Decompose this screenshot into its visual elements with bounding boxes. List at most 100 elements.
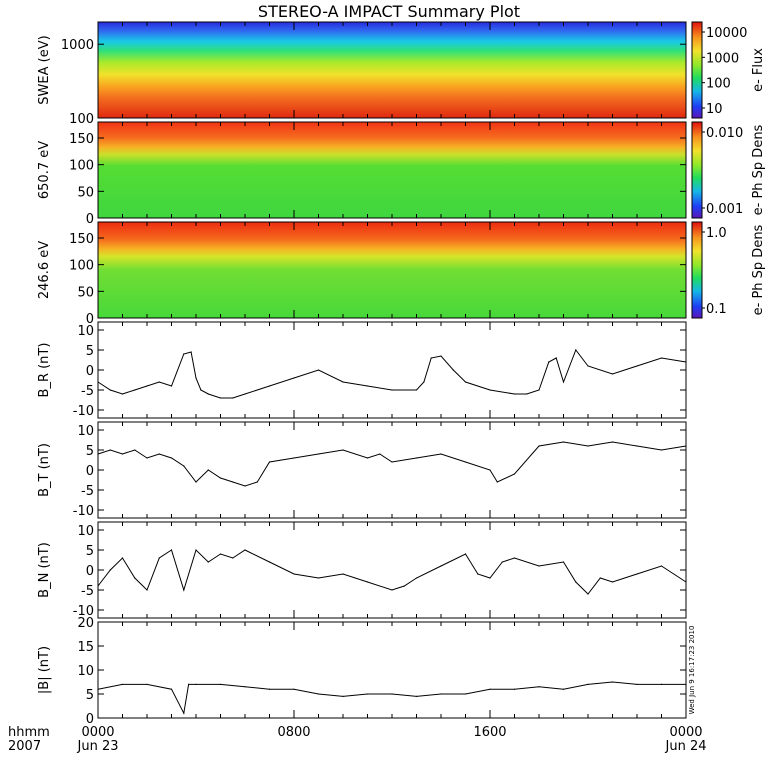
- heatmap-fill: [98, 222, 686, 318]
- data-point: [477, 573, 479, 575]
- data-point: [207, 561, 209, 563]
- data-point: [195, 377, 197, 379]
- colorbar-frame: [691, 221, 703, 319]
- y-tick-label: 100: [69, 112, 94, 127]
- data-point: [293, 688, 295, 690]
- y-tick-label: 10: [77, 524, 94, 539]
- data-point: [660, 449, 663, 451]
- series-line: [97, 681, 686, 715]
- data-point: [244, 549, 246, 551]
- y-tick-label: 100: [69, 259, 94, 274]
- y-tick-label: 0: [86, 564, 94, 579]
- data-point: [513, 557, 516, 559]
- data-point: [562, 688, 565, 690]
- y-tick-label: 150: [69, 232, 94, 247]
- data-point: [121, 557, 124, 559]
- x-axis-label-hhmm: hhmm: [8, 725, 50, 740]
- y-tick-label: 50: [77, 285, 94, 300]
- x-date-label: Jun 24: [665, 739, 707, 754]
- data-point: [219, 553, 222, 555]
- data-point: [489, 389, 491, 391]
- panel-frame: [97, 621, 687, 719]
- data-point: [611, 441, 614, 443]
- data-point: [501, 561, 503, 563]
- y-tick-label: 0: [86, 712, 94, 727]
- y-tick-label: -5: [81, 384, 94, 399]
- data-point: [440, 453, 442, 455]
- data-point: [636, 573, 638, 575]
- colorbar-1: 10000 1000 100 10 e- Flux: [691, 21, 766, 119]
- data-point: [562, 381, 565, 383]
- y-tick-label: 10: [77, 324, 94, 339]
- data-point: [232, 397, 234, 399]
- data-point: [464, 461, 467, 463]
- data-point: [256, 481, 258, 483]
- data-point: [244, 485, 246, 487]
- y-axis-label: B_N (nT): [37, 542, 52, 598]
- panel-frame: [97, 421, 687, 519]
- data-point: [391, 461, 393, 463]
- series-line: [97, 549, 687, 595]
- data-point: [97, 688, 99, 690]
- panel-6: 10 5 0 -5 -10 B_N (nT): [37, 521, 687, 619]
- data-point: [575, 581, 577, 583]
- data-point: [244, 686, 246, 688]
- data-point: [219, 477, 222, 479]
- data-point: [496, 481, 498, 483]
- series-line: [97, 348, 687, 399]
- data-point: [109, 569, 111, 571]
- y-tick-label: 0: [86, 212, 94, 227]
- data-point: [379, 453, 381, 455]
- data-point: [423, 381, 425, 383]
- y-tick-label: 150: [69, 132, 94, 147]
- data-point: [611, 681, 614, 683]
- colorbar-fill: [692, 222, 702, 318]
- data-point: [440, 565, 442, 567]
- data-point: [366, 693, 369, 695]
- data-point: [207, 469, 209, 471]
- data-point: [538, 445, 540, 447]
- data-point: [342, 449, 344, 451]
- colorbar-label: e- Ph Sp Dens: [751, 224, 766, 315]
- y-tick-label: 15: [77, 640, 94, 655]
- data-point: [317, 693, 320, 695]
- y-axis-label: B_R (nT): [37, 343, 52, 398]
- data-point: [403, 585, 405, 587]
- data-point: [232, 557, 234, 559]
- panel-4: 10 5 0 -5 -10 B_R (nT): [37, 321, 687, 419]
- data-point: [538, 686, 540, 688]
- data-point: [562, 561, 565, 563]
- data-point: [317, 577, 320, 579]
- data-point: [452, 369, 454, 371]
- panel-1: 1000 100 SWEA (eV): [37, 21, 687, 127]
- x-axis-label-year: 2007: [8, 739, 41, 754]
- y-tick-label: 0: [86, 364, 94, 379]
- data-point: [317, 453, 320, 455]
- plot-timestamp: Wed Jun 9 16:17:23 2010: [688, 626, 696, 715]
- data-point: [195, 683, 197, 686]
- data-point: [587, 445, 589, 447]
- heatmap-fill: [98, 22, 686, 118]
- data-point: [158, 557, 160, 559]
- data-point: [611, 373, 614, 375]
- data-point: [415, 695, 418, 698]
- data-point: [268, 385, 271, 387]
- data-point: [611, 581, 614, 583]
- data-point: [146, 385, 148, 387]
- colorbar-tick-label: 0.010: [706, 126, 743, 141]
- data-point: [342, 381, 344, 383]
- data-point: [183, 589, 185, 591]
- y-axis-label: SWEA (eV): [37, 35, 52, 104]
- y-tick-label: 5: [86, 344, 94, 359]
- data-point: [134, 389, 136, 391]
- data-point: [97, 585, 99, 587]
- x-tick-label: 0000: [669, 725, 702, 740]
- data-point: [97, 453, 99, 455]
- data-point: [190, 351, 192, 353]
- data-point: [293, 377, 295, 379]
- data-point: [526, 393, 528, 395]
- colorbar-fill: [692, 122, 702, 218]
- colorbar-tick-label: 1000: [706, 51, 739, 66]
- y-tick-label: -10: [73, 404, 94, 419]
